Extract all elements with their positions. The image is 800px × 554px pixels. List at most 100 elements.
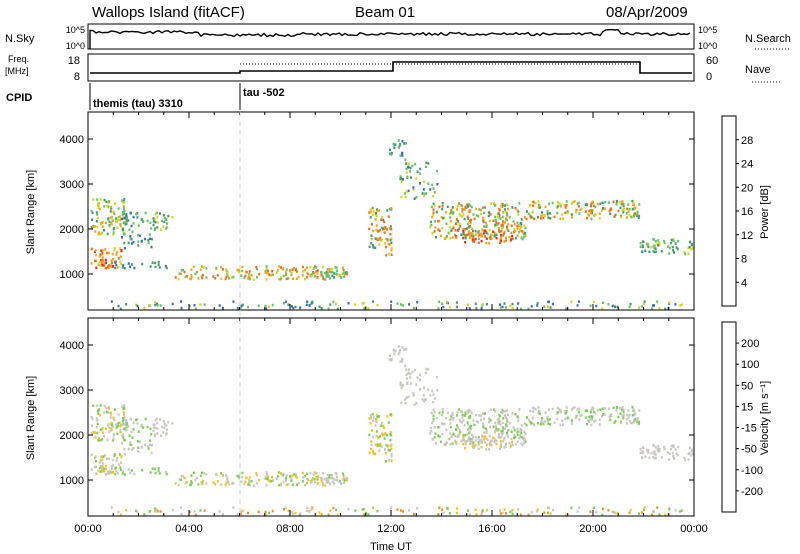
echo-cell — [257, 510, 260, 514]
echo-cell — [461, 413, 464, 417]
frequency-line — [90, 61, 692, 74]
echo-cell — [433, 397, 436, 400]
echo-cell — [601, 301, 604, 304]
echo-cell — [510, 231, 513, 235]
echo-cell — [650, 452, 653, 455]
echo-cell — [98, 461, 101, 464]
echo-cell — [400, 303, 402, 306]
xtick-label: 12:00 — [377, 523, 405, 535]
echo-cell — [628, 305, 631, 309]
echo-cell — [342, 472, 345, 475]
echo-cell — [502, 211, 505, 214]
echo-cell — [116, 424, 119, 428]
echo-cell — [466, 215, 469, 218]
echo-cell — [627, 416, 630, 419]
echo-cell — [385, 451, 388, 455]
echo-cell — [433, 426, 436, 429]
echo-cell — [498, 227, 500, 230]
echo-cell — [177, 483, 180, 487]
echo-cell — [472, 235, 475, 239]
echo-cell — [277, 265, 280, 268]
echo-cell — [501, 305, 504, 309]
echo-cell — [652, 244, 655, 248]
echo-cell — [374, 237, 377, 240]
echo-cell — [239, 306, 242, 310]
echo-cell — [658, 241, 661, 245]
echo-cell — [633, 214, 635, 218]
echo-cell — [498, 230, 501, 234]
echo-cell — [336, 479, 339, 482]
echo-cell — [627, 210, 630, 213]
echo-cell — [621, 208, 624, 212]
echo-cell — [375, 224, 378, 227]
echo-cell — [295, 270, 298, 273]
echo-cell — [441, 208, 444, 211]
echo-cell — [490, 237, 493, 241]
echo-cell — [540, 420, 543, 423]
echo-cell — [128, 434, 131, 437]
echo-cell — [558, 202, 561, 205]
echo-cell — [374, 424, 377, 427]
echo-cell — [101, 225, 104, 228]
echo-cell — [123, 415, 126, 418]
echo-cell — [553, 215, 556, 219]
echo-cell — [368, 211, 371, 214]
echo-cell — [509, 238, 512, 241]
echo-cell — [663, 447, 666, 450]
echo-cell — [615, 409, 618, 412]
echo-cell — [119, 222, 122, 226]
echo-cell — [110, 207, 113, 210]
echo-cell — [520, 230, 523, 233]
echo-cell — [201, 482, 204, 486]
echo-cell — [227, 274, 230, 277]
echo-cell — [675, 246, 678, 249]
echo-cell — [451, 412, 454, 415]
echo-cell — [616, 199, 619, 203]
echo-cell — [549, 512, 552, 515]
echo-cell — [405, 377, 408, 380]
echo-cell — [672, 238, 675, 241]
echo-cell — [643, 300, 646, 303]
echo-cell — [322, 472, 325, 475]
echo-cell — [442, 422, 445, 426]
echo-cell — [490, 408, 493, 411]
echo-cell — [647, 245, 650, 249]
echo-cell — [622, 207, 625, 211]
echo-cell — [372, 506, 374, 509]
echo-cell — [518, 228, 521, 231]
echo-cell — [321, 275, 324, 279]
echo-cell — [671, 245, 674, 249]
echo-cell — [513, 222, 516, 226]
echo-cell — [494, 223, 497, 227]
echo-cell — [377, 436, 379, 439]
echo-cell — [328, 270, 331, 274]
echo-cell — [105, 457, 108, 461]
echo-cell — [382, 424, 385, 428]
echo-cell — [165, 472, 168, 476]
echo-cell — [452, 418, 455, 421]
echo-cell — [401, 510, 404, 513]
echo-cell — [97, 439, 100, 442]
echo-cell — [370, 440, 373, 443]
echo-cell — [361, 302, 364, 305]
echo-cell — [323, 478, 326, 481]
echo-cell — [412, 186, 415, 189]
echo-cell — [435, 169, 438, 173]
echo-cell — [156, 226, 159, 229]
echo-cell — [513, 434, 516, 437]
echo-cell — [112, 439, 115, 442]
echo-cell — [640, 511, 643, 514]
echo-cell — [196, 476, 198, 480]
echo-cell — [92, 431, 95, 434]
echo-cell — [469, 209, 472, 212]
echo-cell — [304, 278, 306, 281]
echo-cell — [152, 220, 155, 223]
echo-cell — [386, 445, 389, 448]
echo-cell — [171, 508, 174, 512]
echo-cell — [108, 264, 111, 267]
echo-cell — [331, 480, 334, 484]
echo-cell — [427, 388, 430, 391]
echo-cell — [501, 511, 504, 515]
echo-cell — [306, 481, 308, 485]
echo-cell — [117, 413, 120, 416]
